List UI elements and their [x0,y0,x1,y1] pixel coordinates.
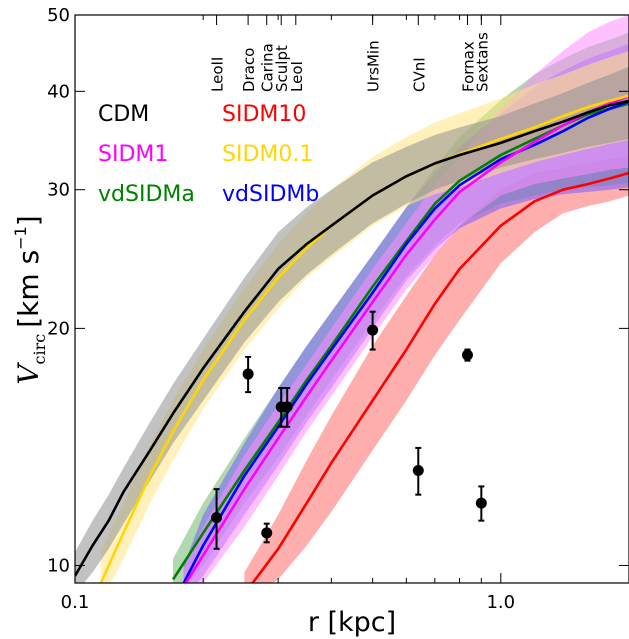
galaxy-label-sculpt: Sculpt [273,45,291,92]
obs-point-2 [261,522,273,544]
median-lines [75,94,629,583]
x-axis-label: r [kpc] [308,607,396,638]
obs-marker-2 [261,527,273,539]
obs-point-1 [242,355,254,394]
plot-frame [74,14,629,584]
obs-marker-4 [281,401,293,413]
sidm10-line [251,171,629,583]
legend-sidm1: SIDM1 [98,142,168,167]
legend-vdsidma: vdSIDMa [98,182,195,207]
galaxy-label-draco: Draco [240,48,258,92]
y-tick-label: 20 [47,318,70,339]
scatter-bands [75,15,629,583]
y-tick-label: 50 [47,5,70,26]
obs-marker-6 [412,465,424,477]
galaxy-label-ursmin: UrsMin [365,40,383,92]
legend-sidm0-1: SIDM0.1 [222,142,313,167]
obs-point-0 [211,488,223,550]
obs-point-6 [412,446,424,496]
galaxy-label-leoii: LeoII [209,57,227,92]
legend-cdm: CDM [98,102,149,127]
galaxy-label-leoi: LeoI [288,61,306,92]
obs-marker-0 [211,512,223,524]
sidm1-line [184,95,629,583]
galaxy-label-fornax: Fornax [460,41,478,92]
y-label-units: [km s [12,250,45,328]
legend-sidm10: SIDM10 [222,102,306,127]
cdm-line [75,99,629,577]
axis-ticks: 0.1 1.0 10 20 30 40 50 [47,5,629,613]
obs-marker-8 [475,497,487,509]
galaxy-label-carina: Carina [259,43,277,92]
x-tick-label: 1.0 [486,592,515,613]
y-label-symbol: V [12,362,45,385]
observed-galaxies [211,310,487,550]
obs-point-5 [367,310,379,351]
sidm10-band [244,155,629,583]
x-tick-label: 0.1 [61,592,90,613]
y-tick-label: 40 [47,81,70,102]
obs-point-8 [475,485,487,522]
vdsidmb-line [182,100,629,583]
obs-marker-7 [461,349,473,361]
obs-point-7 [461,348,473,362]
y-tick-label: 10 [47,555,70,576]
svg-text:Vcirc[km s−1]: Vcirc [km s−1] [11,215,49,384]
y-axis-label: Vcirc [km s−1] [11,215,49,384]
legend-vdsidmb: vdSIDMb [222,182,319,207]
y-tick-label: 30 [47,180,70,201]
obs-point-4 [281,387,293,428]
obs-marker-5 [367,324,379,336]
y-label-subscript: circ [30,334,49,365]
y-label-close: ] [12,215,45,226]
legend: CDM SIDM10 SIDM1 SIDM0.1 vdSIDMa vdSIDMb [98,102,319,207]
y-label-exponent: −1 [11,226,30,250]
galaxy-label-sextans: Sextans [473,32,491,92]
galaxy-label-cvni: CVnI [410,57,428,92]
obs-marker-1 [242,368,254,380]
